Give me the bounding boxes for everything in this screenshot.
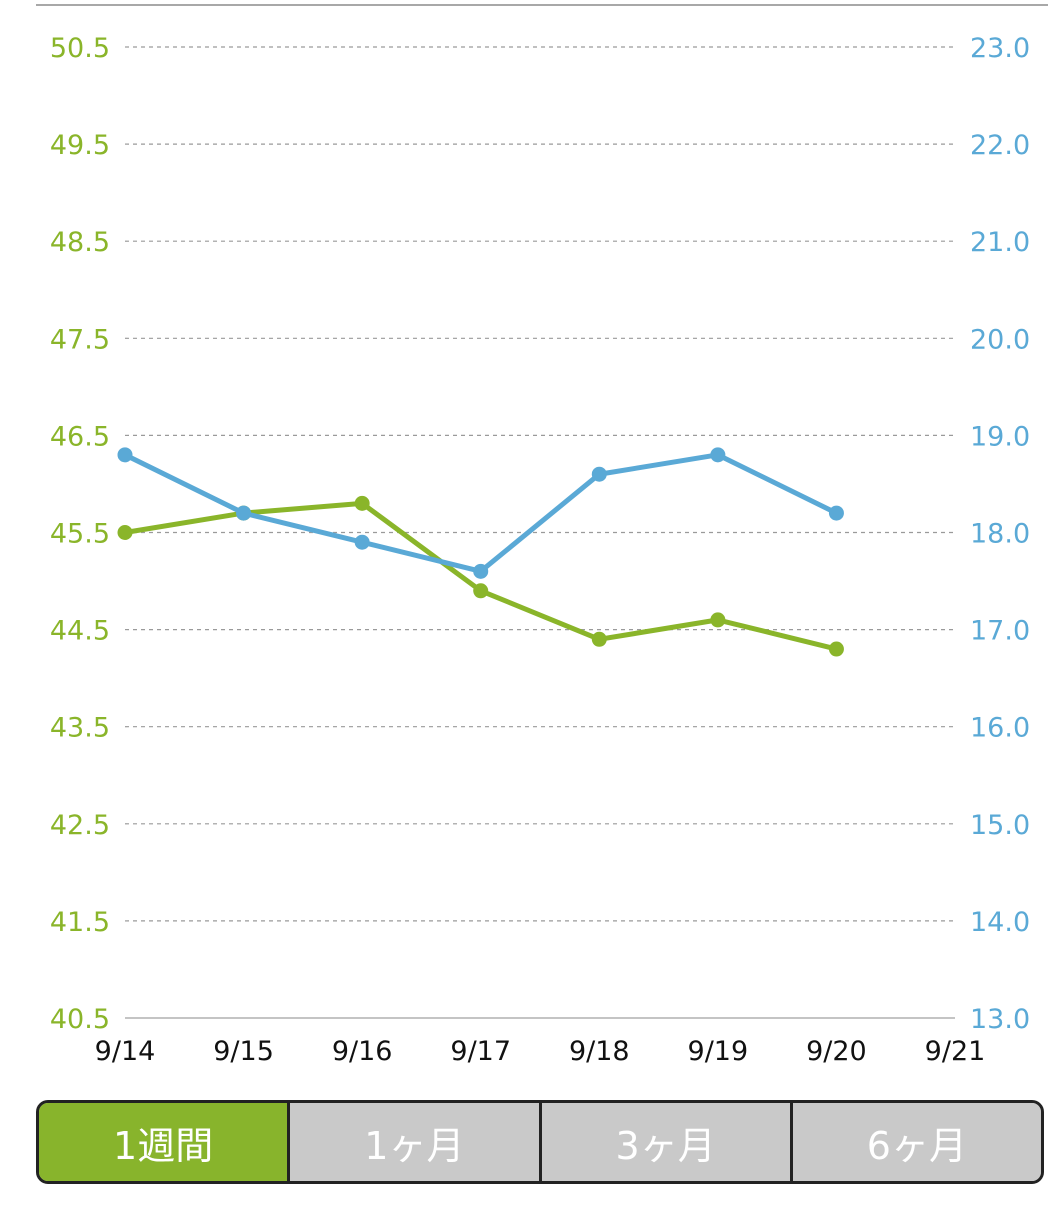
data-point-left <box>828 641 844 657</box>
y-right-tick-label: 18.0 <box>970 519 1030 550</box>
data-point-left <box>117 525 133 540</box>
y-right-tick-label: 23.0 <box>970 33 1030 64</box>
data-point-right <box>591 466 607 482</box>
data-point-left <box>354 495 370 511</box>
x-tick-label: 9/19 <box>688 1036 749 1067</box>
period-selector: 1週間 1ヶ月 3ヶ月 6ヶ月 <box>36 1100 1044 1184</box>
data-point-left <box>473 583 489 599</box>
data-point-right <box>354 534 370 550</box>
y-left-tick-label: 47.5 <box>50 324 110 355</box>
data-point-right <box>117 447 133 463</box>
y-left-tick-label: 42.5 <box>50 810 110 841</box>
y-right-tick-label: 22.0 <box>970 130 1030 161</box>
x-tick-label: 9/20 <box>806 1036 867 1067</box>
data-point-left <box>591 631 607 647</box>
y-right-tick-label: 13.0 <box>970 1004 1030 1035</box>
y-left-tick-label: 44.5 <box>50 616 110 647</box>
x-tick-label: 9/16 <box>332 1036 393 1067</box>
tab-3-months[interactable]: 3ヶ月 <box>538 1103 790 1181</box>
x-tick-label: 9/18 <box>569 1036 630 1067</box>
y-left-tick-label: 40.5 <box>50 1004 110 1035</box>
tab-1-week[interactable]: 1週間 <box>39 1103 288 1181</box>
y-left-tick-label: 43.5 <box>50 713 110 744</box>
x-tick-label: 9/15 <box>213 1036 274 1067</box>
y-right-tick-label: 14.0 <box>970 907 1030 938</box>
y-left-tick-label: 48.5 <box>50 227 110 258</box>
data-point-right <box>710 447 726 463</box>
y-right-tick-label: 19.0 <box>970 421 1030 452</box>
tab-6-months[interactable]: 6ヶ月 <box>789 1103 1041 1181</box>
x-tick-label: 9/17 <box>450 1036 511 1067</box>
y-right-tick-label: 20.0 <box>970 324 1030 355</box>
x-tick-label: 9/21 <box>925 1036 986 1067</box>
y-left-tick-label: 49.5 <box>50 130 110 161</box>
y-right-tick-label: 15.0 <box>970 810 1030 841</box>
data-point-right <box>236 505 252 521</box>
y-left-tick-label: 41.5 <box>50 907 110 938</box>
y-left-tick-label: 46.5 <box>50 421 110 452</box>
line-chart: 50.5 49.5 48.5 47.5 46.5 45.5 44.5 43.5 42.5 41.5… <box>50 33 1030 1067</box>
y-left-tick-label: 50.5 <box>50 33 110 64</box>
tab-1-month[interactable]: 1ヶ月 <box>287 1103 539 1181</box>
x-tick-label: 9/14 <box>95 1036 156 1067</box>
data-point-right <box>473 563 489 579</box>
top-border <box>36 4 1048 6</box>
y-right-tick-label: 17.0 <box>970 616 1030 647</box>
data-point-right <box>828 505 844 521</box>
y-right-tick-label: 21.0 <box>970 227 1030 258</box>
y-right-tick-label: 16.0 <box>970 713 1030 744</box>
y-left-tick-label: 45.5 <box>50 519 110 550</box>
data-point-left <box>710 612 726 628</box>
